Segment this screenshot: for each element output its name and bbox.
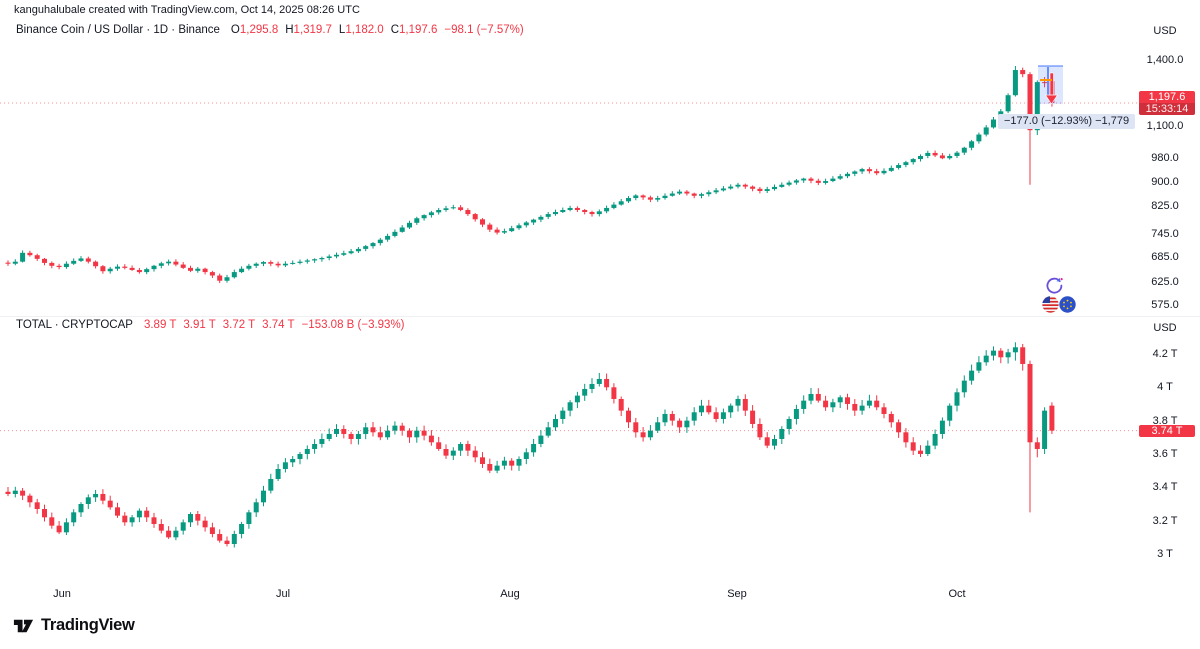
price-tick: 980.0: [1151, 152, 1179, 165]
open-value: 1,295.8: [239, 24, 279, 36]
price-tick: 3.8 T: [1152, 414, 1178, 427]
currency-conversion-icon[interactable]: [1045, 276, 1064, 300]
time-axis[interactable]: Jun Jul Aug Sep Oct: [0, 588, 1140, 604]
measure-label: −177.0 (−12.93%) −1,779: [998, 114, 1136, 129]
tradingview-wordmark: TradingView: [41, 616, 135, 634]
bar-countdown: 15:33:14: [1139, 103, 1195, 115]
time-tick: Aug: [500, 588, 520, 600]
price-tick: 3.4 T: [1152, 481, 1178, 494]
symbol-title[interactable]: Binance Coin / US Dollar · 1D · Binance: [16, 24, 220, 36]
total-low-value: 3.72 T: [222, 319, 256, 331]
attribution: kanguhalubale created with TradingView.c…: [14, 4, 360, 16]
tradingview-logo[interactable]: TradingView: [12, 614, 135, 637]
price-tick: 4.2 T: [1152, 347, 1178, 360]
last-price-badge: 1,197.6 15:33:14: [1139, 91, 1195, 115]
price-tick: 575.0: [1151, 299, 1179, 311]
low-value: 1,182.0: [345, 24, 384, 36]
price-axis-top[interactable]: USD 1,400.0 1,100.0 980.0 900.0 825.0 745.0 68…: [1136, 0, 1194, 649]
price-tick: 745.0: [1151, 227, 1179, 240]
change-value: −98.1 (−7.57%): [444, 24, 524, 36]
price-tick: 3 T: [1157, 548, 1173, 560]
time-tick: Sep: [727, 588, 747, 600]
us-flag-icon: [1042, 296, 1059, 318]
total-change-value: −153.08 B (−3.93%): [301, 319, 405, 331]
total-price-badge: 3.74 T: [1139, 424, 1195, 437]
eu-flag-icon: [1059, 296, 1076, 318]
pane-divider: [0, 316, 1200, 317]
total-close-value: 3.74 T: [262, 319, 295, 331]
price-tick: 4 T: [1157, 381, 1173, 394]
price-tick: 900.0: [1151, 175, 1179, 188]
axis-currency-bottom: USD: [1153, 322, 1177, 334]
price-tick: 685.0: [1151, 250, 1179, 263]
total-high-value: 3.91 T: [183, 319, 216, 331]
open-label: O: [230, 24, 240, 36]
price-tick: 3.2 T: [1152, 514, 1178, 527]
total-open-value: 3.89 T: [143, 319, 177, 331]
close-label: C: [390, 24, 400, 36]
price-tick: 1,400.0: [1146, 54, 1184, 67]
close-value: 1,197.6: [399, 24, 438, 36]
price-tick: 1,100.0: [1146, 120, 1184, 133]
last-price-value: 1,197.6: [1148, 91, 1186, 103]
price-tick: 825.0: [1151, 199, 1179, 212]
axis-currency-top: USD: [1153, 25, 1177, 37]
total-legend[interactable]: TOTAL · CRYPTOCAP 3.89 T 3.91 T 3.72 T 3.74 …: [16, 319, 405, 331]
price-tick: 3.6 T: [1152, 447, 1178, 460]
total-price-value: 3.74 T: [1151, 424, 1183, 437]
price-axis-bottom[interactable]: USD 4.2 T 4 T 3.8 T 3.6 T 3.4 T 3.2 T 3 T: [1136, 0, 1194, 649]
time-tick: Jun: [53, 588, 71, 600]
time-tick: Jul: [275, 588, 291, 600]
total-title[interactable]: TOTAL · CRYPTOCAP: [16, 319, 133, 331]
symbol-legend[interactable]: Binance Coin / US Dollar · 1D · Binance O…: [16, 24, 524, 36]
time-tick: Oct: [948, 588, 966, 600]
price-tick: 625.0: [1151, 276, 1179, 289]
high-label: H: [285, 24, 294, 36]
low-label: L: [338, 24, 346, 36]
tradingview-glyph: [13, 619, 34, 633]
high-value: 1,319.7: [293, 24, 332, 36]
